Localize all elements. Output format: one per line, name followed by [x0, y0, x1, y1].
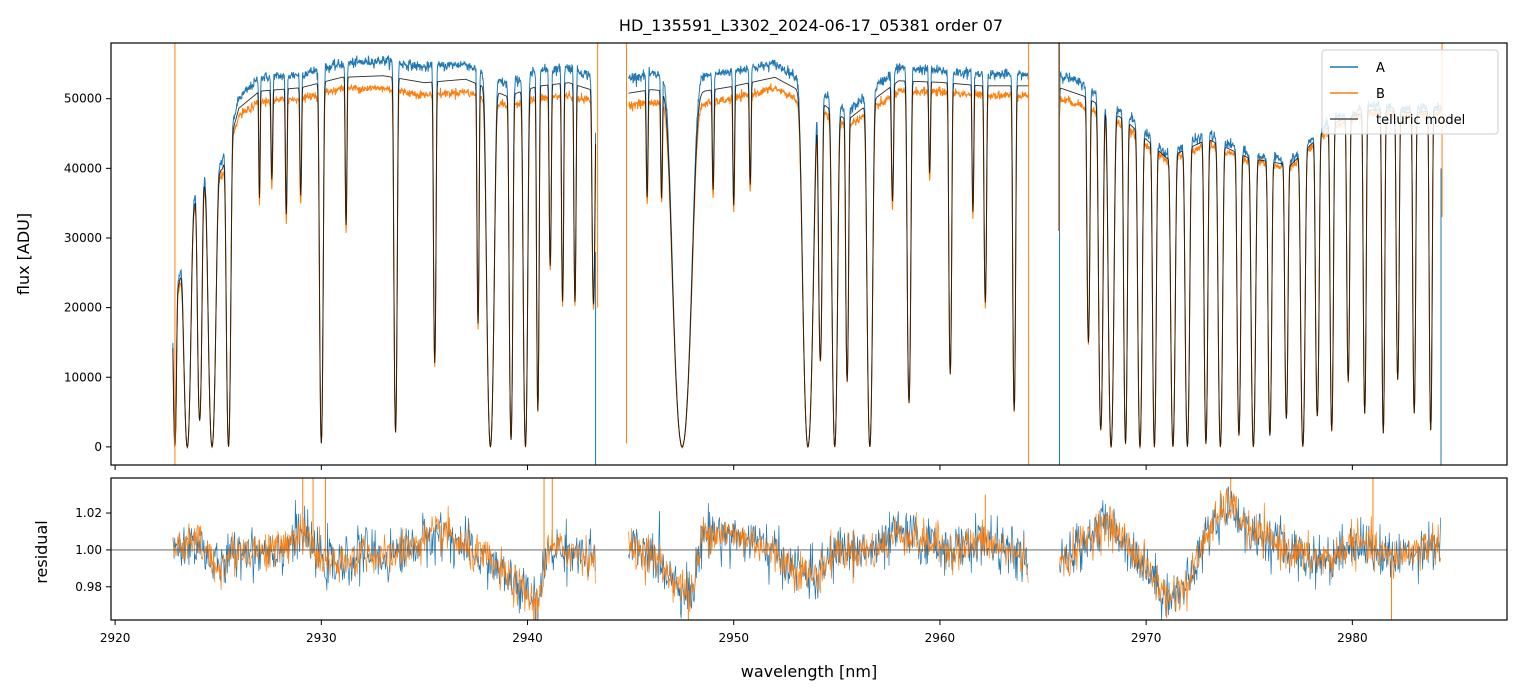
telluric-model-line-segment-2 — [628, 76, 1029, 448]
residual-y-tick-label: 0.98 — [75, 580, 102, 594]
legend: A B telluric model — [1321, 49, 1499, 135]
telluric-model-line-segment-1 — [172, 75, 597, 449]
flux-y-tick-label: 50000 — [64, 92, 102, 106]
x-tick-label: 2930 — [306, 631, 337, 645]
residual-b-line-segment-2 — [628, 512, 1029, 612]
flux-axes-frame — [110, 42, 1508, 466]
flux-y-axis-label: flux [ADU] — [14, 213, 33, 295]
flux-y-tick-label: 30000 — [64, 231, 102, 245]
legend-box — [1321, 49, 1499, 135]
legend-label-a: A — [1376, 61, 1385, 76]
x-tick-label: 2960 — [925, 631, 956, 645]
flux-y-tick-label: 0 — [94, 440, 102, 454]
x-tick-label: 2940 — [512, 631, 543, 645]
residual-plot-area — [111, 478, 1507, 620]
legend-label-b: B — [1376, 87, 1385, 102]
residual-axes-frame — [110, 477, 1508, 621]
flux-y-tick-label: 40000 — [64, 161, 102, 175]
flux-x-ticks — [114, 465, 1353, 470]
residual-b-line-segment-1 — [172, 505, 596, 620]
x-tick-label: 2950 — [718, 631, 749, 645]
residual-a-line-segment-2 — [628, 503, 1029, 619]
x-tick-label: 2920 — [100, 631, 131, 645]
residual-b-line-segment-3 — [1059, 488, 1441, 612]
residual-y-tick-label: 1.00 — [75, 543, 102, 557]
x-axis-label: wavelength [nm] — [741, 662, 878, 681]
x-tick-label: 2980 — [1337, 631, 1368, 645]
flux-y-ticks: 0 10000 20000 30000 40000 50000 — [64, 92, 111, 454]
residual-panel: 0.98 1.00 1.02 2920 2930 2940 2950 2960 2970 298… — [32, 477, 1508, 681]
x-tick-label: 2970 — [1131, 631, 1162, 645]
residual-y-tick-label: 1.02 — [75, 506, 102, 520]
chart-title: HD_135591_L3302_2024-06-17_05381 order 0… — [619, 16, 1003, 36]
residual-x-ticks: 2920 2930 2940 2950 2960 2970 2980 — [100, 620, 1368, 645]
legend-label-telluric: telluric model — [1376, 113, 1465, 128]
flux-y-tick-label: 20000 — [64, 301, 102, 315]
flux-y-tick-label: 10000 — [64, 370, 102, 384]
flux-panel: 0 10000 20000 30000 40000 50000 flux [ADU] A … — [14, 42, 1508, 470]
residual-y-ticks: 0.98 1.00 1.02 — [75, 506, 111, 594]
residual-y-axis-label: residual — [32, 520, 51, 583]
